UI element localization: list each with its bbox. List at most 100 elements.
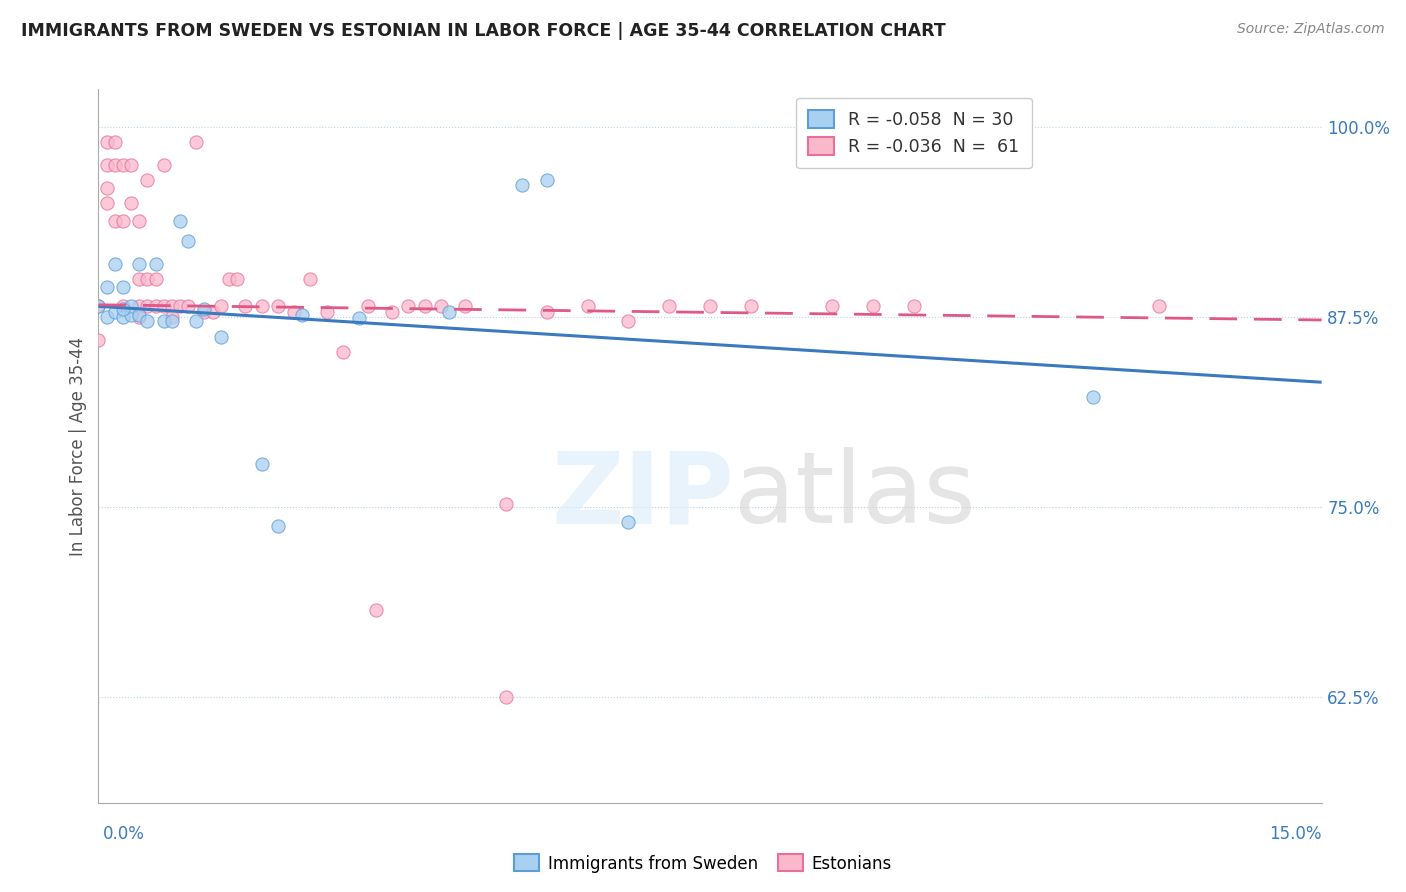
Point	[104, 305, 127, 319]
Point	[177, 234, 200, 248]
Text: 15.0%: 15.0%	[1270, 825, 1322, 843]
Point	[332, 344, 354, 359]
Text: 0.0%: 0.0%	[103, 825, 145, 843]
Point	[111, 302, 134, 317]
Point	[87, 333, 110, 347]
Point	[186, 136, 208, 150]
Point	[152, 158, 174, 172]
Point	[128, 309, 150, 323]
Point	[160, 314, 183, 328]
Point	[576, 299, 599, 313]
Point	[96, 279, 118, 293]
Point	[209, 329, 232, 343]
Legend: Immigrants from Sweden, Estonians: Immigrants from Sweden, Estonians	[508, 847, 898, 880]
Point	[201, 305, 224, 319]
Point	[104, 158, 127, 172]
Point	[617, 314, 640, 328]
Point	[315, 305, 337, 319]
Y-axis label: In Labor Force | Age 35-44: In Labor Force | Age 35-44	[69, 336, 87, 556]
Point	[152, 314, 174, 328]
Point	[1083, 391, 1105, 405]
Point	[903, 299, 925, 313]
Point	[145, 299, 167, 313]
Point	[495, 690, 517, 704]
Point	[136, 314, 159, 328]
Point	[96, 181, 118, 195]
Point	[218, 272, 240, 286]
Point	[658, 299, 681, 313]
Point	[145, 272, 167, 286]
Point	[381, 305, 404, 319]
Point	[96, 136, 118, 150]
Point	[111, 310, 134, 324]
Point	[209, 299, 232, 313]
Point	[87, 299, 110, 313]
Point	[364, 603, 387, 617]
Point	[128, 257, 150, 271]
Point	[136, 299, 159, 313]
Point	[512, 178, 534, 192]
Point	[495, 497, 517, 511]
Point	[128, 299, 150, 313]
Point	[862, 299, 884, 313]
Point	[111, 299, 134, 313]
Point	[96, 158, 118, 172]
Point	[136, 272, 159, 286]
Point	[104, 214, 127, 228]
Point	[291, 309, 314, 323]
Point	[160, 310, 183, 324]
Point	[120, 196, 142, 211]
Point	[454, 299, 477, 313]
Point	[283, 305, 305, 319]
Point	[120, 299, 142, 313]
Point	[111, 214, 134, 228]
Point	[536, 173, 558, 187]
Point	[226, 272, 249, 286]
Point	[96, 196, 118, 211]
Point	[193, 302, 215, 317]
Point	[250, 457, 273, 471]
Point	[699, 299, 721, 313]
Point	[145, 257, 167, 271]
Point	[136, 173, 159, 187]
Point	[169, 299, 191, 313]
Point	[128, 272, 150, 286]
Point	[128, 310, 150, 324]
Point	[536, 305, 558, 319]
Point	[740, 299, 762, 313]
Text: atlas: atlas	[734, 448, 976, 544]
Point	[413, 299, 436, 313]
Point	[111, 158, 134, 172]
Point	[396, 299, 419, 313]
Point	[356, 299, 378, 313]
Point	[169, 214, 191, 228]
Point	[267, 519, 290, 533]
Point	[111, 279, 134, 293]
Point	[349, 311, 371, 326]
Point	[186, 314, 208, 328]
Point	[96, 310, 118, 324]
Point	[1147, 299, 1170, 313]
Point	[104, 257, 127, 271]
Point	[821, 299, 844, 313]
Text: IMMIGRANTS FROM SWEDEN VS ESTONIAN IN LABOR FORCE | AGE 35-44 CORRELATION CHART: IMMIGRANTS FROM SWEDEN VS ESTONIAN IN LA…	[21, 22, 946, 40]
Point	[87, 299, 110, 313]
Legend: R = -0.058  N = 30, R = -0.036  N =  61: R = -0.058 N = 30, R = -0.036 N = 61	[796, 98, 1032, 169]
Point	[617, 515, 640, 529]
Text: ZIP: ZIP	[551, 448, 734, 544]
Point	[437, 305, 460, 319]
Point	[104, 136, 127, 150]
Point	[233, 299, 256, 313]
Point	[120, 158, 142, 172]
Point	[177, 299, 200, 313]
Point	[128, 214, 150, 228]
Point	[430, 299, 453, 313]
Point	[299, 272, 322, 286]
Point	[250, 299, 273, 313]
Text: Source: ZipAtlas.com: Source: ZipAtlas.com	[1237, 22, 1385, 37]
Point	[193, 305, 215, 319]
Point	[152, 299, 174, 313]
Point	[120, 309, 142, 323]
Point	[160, 299, 183, 313]
Point	[267, 299, 290, 313]
